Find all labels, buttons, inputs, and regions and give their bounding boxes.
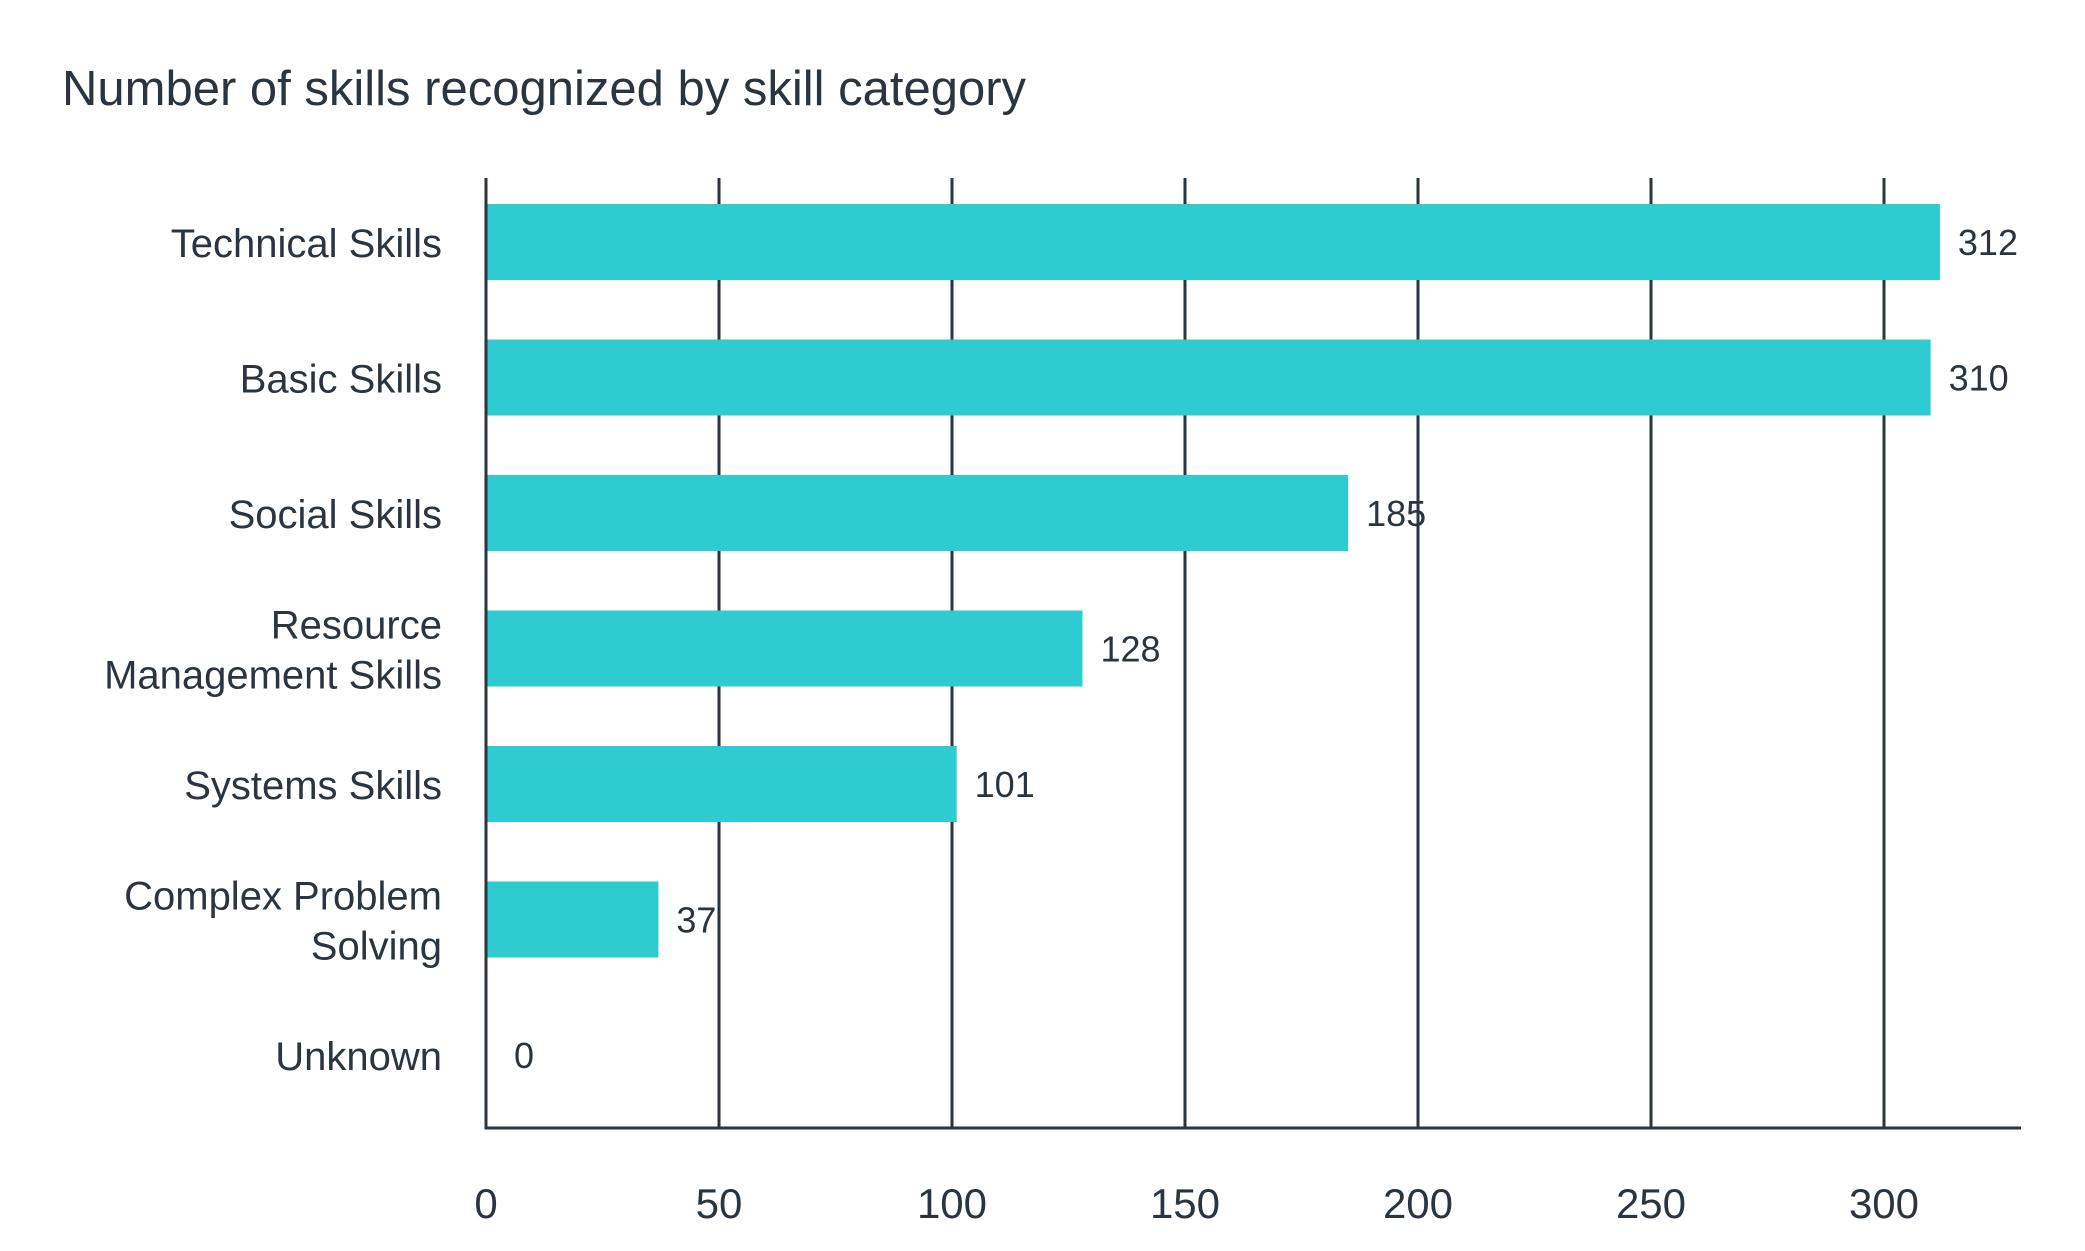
category-label-1: Basic Skills [240, 358, 442, 402]
x-tick-label-250: 250 [1616, 1180, 1686, 1227]
data-label-3: 128 [1100, 629, 1160, 670]
bar-2 [486, 475, 1348, 551]
bar-3 [486, 611, 1082, 687]
data-label-2: 185 [1366, 493, 1426, 534]
category-label-0: Technical Skills [171, 222, 442, 266]
x-tick-label-0: 0 [474, 1180, 497, 1227]
data-label-0: 312 [1958, 222, 2018, 263]
category-label-5-line-1: Solving [311, 925, 442, 969]
data-label-1: 310 [1949, 358, 2009, 399]
category-label-6: Unknown [275, 1035, 442, 1079]
category-label-2: Social Skills [229, 493, 442, 537]
category-label-3-line-0: Resource [271, 604, 442, 648]
bar-1 [486, 340, 1931, 416]
chart-title: Number of skills recognized by skill cat… [62, 62, 1027, 116]
category-label-4: Systems Skills [184, 764, 442, 808]
x-tick-label-100: 100 [917, 1180, 987, 1227]
data-label-4: 101 [975, 764, 1035, 805]
data-label-6: 0 [514, 1035, 534, 1076]
bar-0 [486, 204, 1940, 280]
bar-chart: Number of skills recognized by skill cat… [0, 0, 2085, 1251]
data-label-5: 37 [676, 900, 716, 941]
x-tick-label-50: 50 [696, 1180, 743, 1227]
x-tick-label-200: 200 [1383, 1180, 1453, 1227]
x-tick-label-300: 300 [1849, 1180, 1919, 1227]
category-label-5-line-0: Complex Problem [124, 875, 442, 919]
x-tick-label-150: 150 [1150, 1180, 1220, 1227]
category-label-3-line-1: Management Skills [104, 654, 442, 698]
bar-5 [486, 882, 658, 958]
bars [486, 204, 1940, 958]
bar-4 [486, 746, 957, 822]
